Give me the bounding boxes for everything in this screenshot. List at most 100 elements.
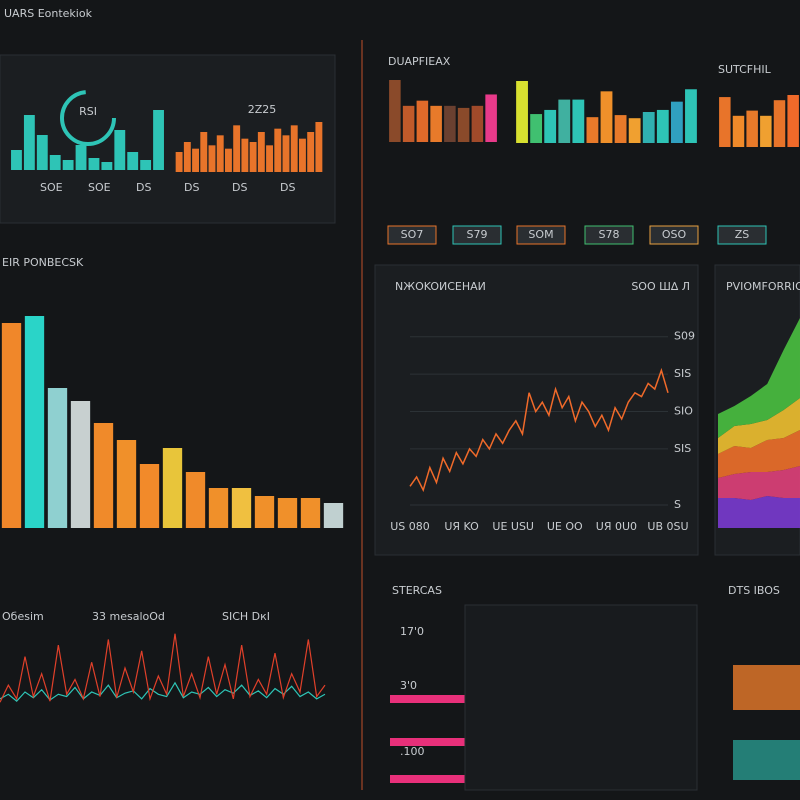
x-tick-label: UB 0SU bbox=[647, 520, 688, 533]
stat-value: 17'0 bbox=[400, 625, 424, 638]
line bbox=[0, 681, 326, 702]
bar bbox=[628, 118, 641, 143]
page-title: UARS Eontekiok bbox=[4, 7, 93, 20]
bar bbox=[24, 316, 45, 528]
bar bbox=[530, 114, 543, 143]
panel bbox=[464, 604, 698, 791]
area bbox=[718, 496, 800, 528]
x-tick-label: UE OO bbox=[547, 520, 583, 533]
bar bbox=[241, 138, 249, 172]
chip bbox=[717, 225, 767, 245]
area bbox=[718, 466, 800, 500]
bar bbox=[200, 132, 208, 172]
y-tick-label: SIS bbox=[674, 367, 691, 380]
bar bbox=[290, 125, 298, 172]
bar bbox=[307, 132, 315, 172]
gauge-label: RSI bbox=[79, 105, 97, 118]
chart-subtitle: SOO Ш∆ Л bbox=[631, 280, 690, 293]
bar bbox=[216, 135, 224, 172]
x-tick-label: US 080 bbox=[390, 520, 430, 533]
chip-label: S79 bbox=[467, 228, 488, 241]
bar bbox=[116, 440, 137, 528]
area bbox=[718, 318, 800, 438]
x-tick-label: UE USU bbox=[492, 520, 534, 533]
bar bbox=[274, 128, 282, 172]
small-label: DS bbox=[184, 181, 199, 194]
bar bbox=[185, 472, 206, 528]
chip bbox=[649, 225, 699, 245]
bar bbox=[444, 105, 456, 142]
bar bbox=[656, 109, 669, 143]
bar bbox=[114, 130, 126, 170]
bar bbox=[558, 99, 571, 143]
bar bbox=[254, 496, 275, 528]
bar bbox=[457, 107, 470, 142]
chip bbox=[452, 225, 502, 245]
mini-table bbox=[733, 665, 800, 710]
bar bbox=[298, 138, 306, 172]
small-label: DS bbox=[232, 181, 247, 194]
bar bbox=[402, 105, 415, 142]
y-tick-label: S bbox=[674, 498, 681, 511]
bar bbox=[719, 97, 731, 147]
bar bbox=[11, 150, 22, 170]
bar bbox=[75, 145, 87, 170]
section-title: EIR PONBECSK bbox=[2, 256, 84, 269]
bar bbox=[642, 112, 655, 143]
y-tick-label: SIS bbox=[674, 442, 691, 455]
chip-label: SO7 bbox=[401, 228, 424, 241]
section-title: 33 mesaloOd bbox=[92, 610, 165, 623]
bar bbox=[746, 110, 758, 147]
section-title: SICH DкI bbox=[222, 610, 270, 623]
section-title: DTS IBOS bbox=[728, 584, 780, 597]
bar bbox=[300, 498, 321, 528]
bar bbox=[127, 152, 139, 170]
chart-title: PVIOMFORRIO bbox=[726, 280, 800, 293]
chip-label: OSO bbox=[662, 228, 687, 241]
bar bbox=[183, 142, 191, 172]
x-tick-label: UЯ 0U0 bbox=[596, 520, 637, 533]
bar bbox=[277, 498, 298, 528]
chip-label: SOM bbox=[528, 228, 553, 241]
stat-bar bbox=[390, 695, 465, 703]
chart-title: NЖOKOИСЕНАИ bbox=[395, 280, 486, 293]
bar bbox=[62, 160, 74, 170]
stat-bar bbox=[390, 738, 465, 746]
bar bbox=[101, 162, 113, 170]
bar bbox=[139, 464, 160, 528]
bar bbox=[224, 148, 232, 172]
chip-label: ZS bbox=[735, 228, 750, 241]
bar bbox=[140, 160, 152, 170]
x-tick-label: UЯ KO bbox=[444, 520, 479, 533]
bar bbox=[685, 89, 697, 143]
stat-value: 3'0 bbox=[400, 679, 417, 692]
bar bbox=[162, 448, 183, 528]
bar bbox=[516, 81, 528, 143]
bar bbox=[670, 101, 683, 143]
area bbox=[718, 398, 800, 454]
bar bbox=[430, 105, 442, 142]
bar bbox=[153, 110, 164, 170]
section-title: DUAPFIEAX bbox=[388, 55, 451, 68]
bar bbox=[787, 95, 799, 147]
line bbox=[409, 367, 669, 493]
section-title: STERCAS bbox=[392, 584, 442, 597]
bar bbox=[208, 488, 229, 528]
bar bbox=[93, 423, 114, 528]
small-label: SOE bbox=[40, 181, 63, 194]
y-tick-label: S09 bbox=[674, 330, 695, 343]
bar bbox=[49, 155, 61, 170]
mini-table bbox=[733, 740, 800, 780]
bar bbox=[23, 115, 35, 170]
y-tick-label: SIO bbox=[674, 405, 693, 418]
small-label: DS bbox=[280, 181, 295, 194]
bar bbox=[471, 105, 484, 142]
gauge-value: 2Z25 bbox=[248, 103, 277, 116]
bar bbox=[70, 401, 91, 528]
bar bbox=[315, 122, 323, 172]
bar bbox=[544, 109, 557, 143]
bar bbox=[485, 94, 497, 142]
gauge bbox=[60, 90, 116, 146]
bar bbox=[389, 80, 401, 142]
